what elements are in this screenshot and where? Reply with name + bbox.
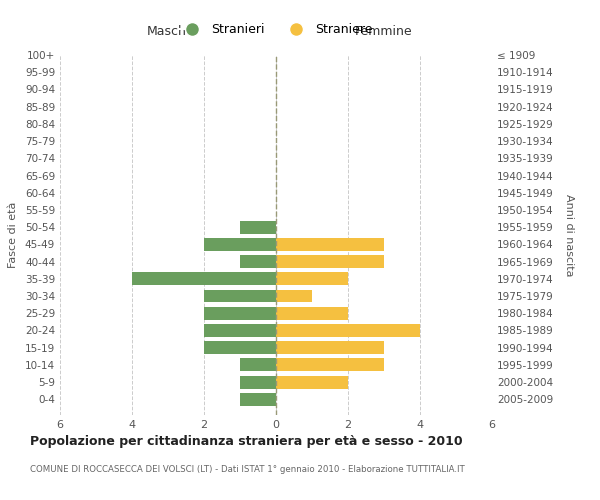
Bar [240,255,276,268]
Bar [240,358,276,372]
Text: COMUNE DI ROCCASECCA DEI VOLSCI (LT) - Dati ISTAT 1° gennaio 2010 - Elaborazione: COMUNE DI ROCCASECCA DEI VOLSCI (LT) - D… [30,465,465,474]
Text: Femmine: Femmine [355,25,413,38]
Bar [276,376,348,388]
Bar [204,290,276,302]
Text: Popolazione per cittadinanza straniera per età e sesso - 2010: Popolazione per cittadinanza straniera p… [30,435,463,448]
Bar [276,255,384,268]
Bar [276,341,384,354]
Bar [204,238,276,251]
Bar [204,307,276,320]
Y-axis label: Fasce di età: Fasce di età [8,202,18,268]
Bar [276,358,384,372]
Bar [276,307,348,320]
Bar [132,272,276,285]
Bar [204,324,276,337]
Bar [240,376,276,388]
Bar [240,220,276,234]
Y-axis label: Anni di nascita: Anni di nascita [565,194,574,276]
Text: Maschi: Maschi [146,25,190,38]
Legend: Stranieri, Straniere: Stranieri, Straniere [175,18,377,41]
Bar [276,272,348,285]
Bar [276,290,312,302]
Bar [276,238,384,251]
Bar [240,393,276,406]
Bar [276,324,420,337]
Bar [204,341,276,354]
